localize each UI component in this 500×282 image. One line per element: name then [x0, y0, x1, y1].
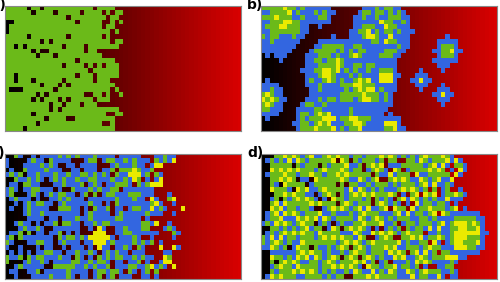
Text: c): c)	[0, 146, 6, 160]
Text: b): b)	[247, 0, 264, 12]
Text: a): a)	[0, 0, 6, 12]
Text: d): d)	[247, 146, 264, 160]
